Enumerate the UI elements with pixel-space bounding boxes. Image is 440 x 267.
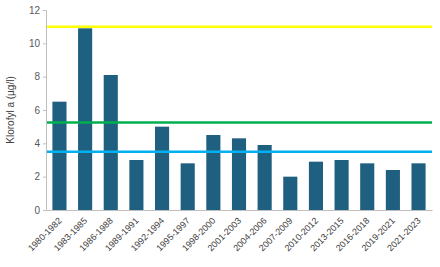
y-tick: 2 [34, 171, 46, 182]
bar [386, 170, 400, 210]
y-tick-label: 6 [34, 105, 40, 116]
marks [46, 27, 432, 210]
bar [232, 138, 246, 210]
y-tick-mark [43, 110, 46, 111]
x-axis-line [47, 210, 433, 211]
y-tick: 10 [29, 38, 46, 49]
y-tick-label: 8 [34, 71, 40, 82]
y-axis-title: Klorofyl a (µg/l) [5, 76, 16, 143]
y-tick-label: 12 [29, 5, 41, 16]
bar [104, 75, 118, 210]
reference-line [46, 121, 432, 124]
y-tick-label: 10 [29, 38, 41, 49]
x-tick: 2021-2023 [385, 210, 423, 253]
y-tick-label: 0 [34, 205, 40, 216]
y-axis-line [43, 11, 47, 211]
bar [283, 177, 297, 210]
bar [335, 160, 349, 210]
y-tick-mark [43, 143, 46, 144]
y-tick-label: 4 [34, 138, 40, 149]
y-tick: 6 [34, 105, 46, 116]
plot-area: 0 2 4 6 8 10 12 1980-19821983-19851986-19881989… [26, 5, 432, 253]
y-tick-mark [43, 10, 46, 11]
bar [411, 163, 425, 210]
bar [360, 163, 374, 210]
chart: 0 2 4 6 8 10 12 1980-19821983-19851986-19881989… [0, 0, 440, 267]
bar [258, 145, 272, 210]
bar [155, 127, 169, 210]
y-tick: 4 [34, 138, 46, 149]
y-tick-label: 2 [34, 171, 40, 182]
y-tick-mark [43, 210, 46, 211]
y-tick: 12 [29, 5, 46, 16]
y-tick-mark [43, 77, 46, 78]
y-tick-mark [43, 43, 46, 44]
bar [309, 162, 323, 210]
bar [129, 160, 143, 210]
y-tick-mark [43, 177, 46, 178]
x-axis: 1980-19821983-19851986-19881989-19911992… [26, 210, 432, 253]
x-tick-label: 2021-2023 [385, 216, 423, 254]
y-axis: 0 2 4 6 8 10 12 [29, 5, 47, 216]
bar [78, 28, 92, 210]
bar [181, 163, 195, 210]
reference-line [46, 150, 432, 153]
bar [206, 135, 220, 210]
reference-line [46, 25, 432, 28]
y-tick: 0 [34, 205, 46, 216]
y-tick: 8 [34, 71, 46, 82]
bar [52, 102, 66, 210]
